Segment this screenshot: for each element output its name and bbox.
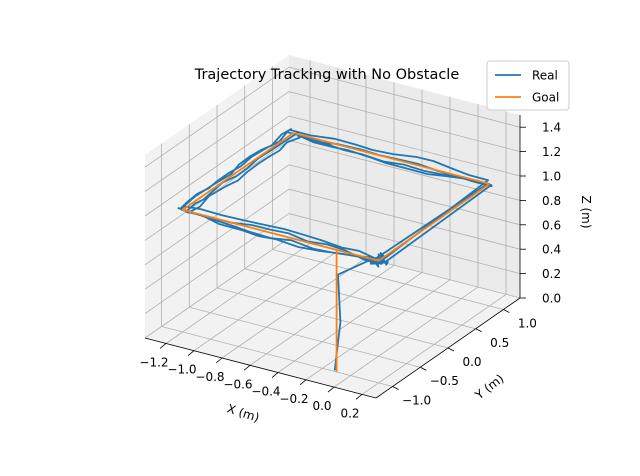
x-tick-label-3: −0.6 bbox=[223, 377, 252, 391]
z-tick-label-1: 0.2 bbox=[542, 267, 561, 281]
y-tick-label-1: −0.5 bbox=[430, 374, 459, 388]
x-axis-line bbox=[144, 337, 377, 399]
y-tick-label-2: 0.0 bbox=[462, 355, 481, 369]
x-tick-mark-6 bbox=[327, 386, 335, 393]
legend-label-real: Real bbox=[532, 69, 558, 83]
tick-labels: −1.2−1.0−0.8−0.6−0.4−0.20.00.2−1.0−0.50.… bbox=[139, 121, 561, 421]
x-tick-mark-1 bbox=[187, 350, 195, 357]
z-grid-line-5 bbox=[144, 115, 521, 217]
z-tick-label-0: 0.0 bbox=[542, 292, 561, 306]
chart-title: Trajectory Tracking with No Obstacle bbox=[194, 67, 460, 83]
x-tick-mark-7 bbox=[355, 394, 363, 400]
z-tick-label-3: 0.6 bbox=[542, 218, 561, 232]
axis-lines bbox=[144, 115, 526, 400]
x-tick-label-1: −1.0 bbox=[167, 363, 196, 377]
back-wall-pane bbox=[289, 55, 520, 298]
y-tick-label-3: 0.5 bbox=[490, 336, 509, 350]
x-tick-mark-0 bbox=[159, 343, 167, 349]
y-tick-mark-2 bbox=[447, 347, 455, 352]
x-tick-label-6: 0.0 bbox=[312, 399, 331, 413]
y-tick-mark-4 bbox=[503, 309, 510, 313]
z-grid-line-7 bbox=[144, 66, 521, 168]
x-tick-label-0: −1.2 bbox=[139, 356, 168, 370]
series-goal bbox=[181, 132, 491, 372]
y-tick-mark-3 bbox=[475, 328, 482, 333]
z-tick-label-6: 1.2 bbox=[542, 145, 561, 159]
y-tick-mark-0 bbox=[392, 386, 399, 390]
z-tick-label-7: 1.4 bbox=[542, 121, 561, 135]
x-tick-label-7: 0.2 bbox=[340, 406, 359, 420]
series-real bbox=[177, 128, 493, 371]
z-grid-line-1 bbox=[144, 213, 521, 314]
x-tick-mark-3 bbox=[243, 364, 251, 371]
data-series bbox=[177, 128, 493, 372]
y-tick-label-4: 1.0 bbox=[518, 317, 537, 331]
z-tick-label-2: 0.4 bbox=[542, 243, 561, 257]
x-tick-label-4: −0.4 bbox=[251, 385, 280, 399]
legend-label-goal: Goal bbox=[532, 91, 559, 105]
z-tick-label-5: 1.0 bbox=[542, 170, 561, 184]
y-tick-mark-1 bbox=[420, 366, 427, 371]
legend: Real Goal bbox=[486, 60, 570, 111]
z-grid-line-3 bbox=[144, 164, 521, 266]
z-grid-line-2 bbox=[144, 188, 521, 290]
x-tick-label-5: −0.2 bbox=[279, 392, 308, 406]
z-grid-line-6 bbox=[144, 91, 521, 192]
y-tick-label-0: −1.0 bbox=[402, 394, 431, 408]
z-tick-label-4: 0.8 bbox=[542, 194, 561, 208]
x-tick-mark-4 bbox=[271, 372, 279, 378]
x-tick-mark-5 bbox=[299, 379, 307, 386]
z-axis-label: Z (m) bbox=[579, 195, 593, 228]
x-tick-label-2: −0.8 bbox=[195, 370, 224, 384]
x-tick-mark-2 bbox=[215, 357, 223, 364]
